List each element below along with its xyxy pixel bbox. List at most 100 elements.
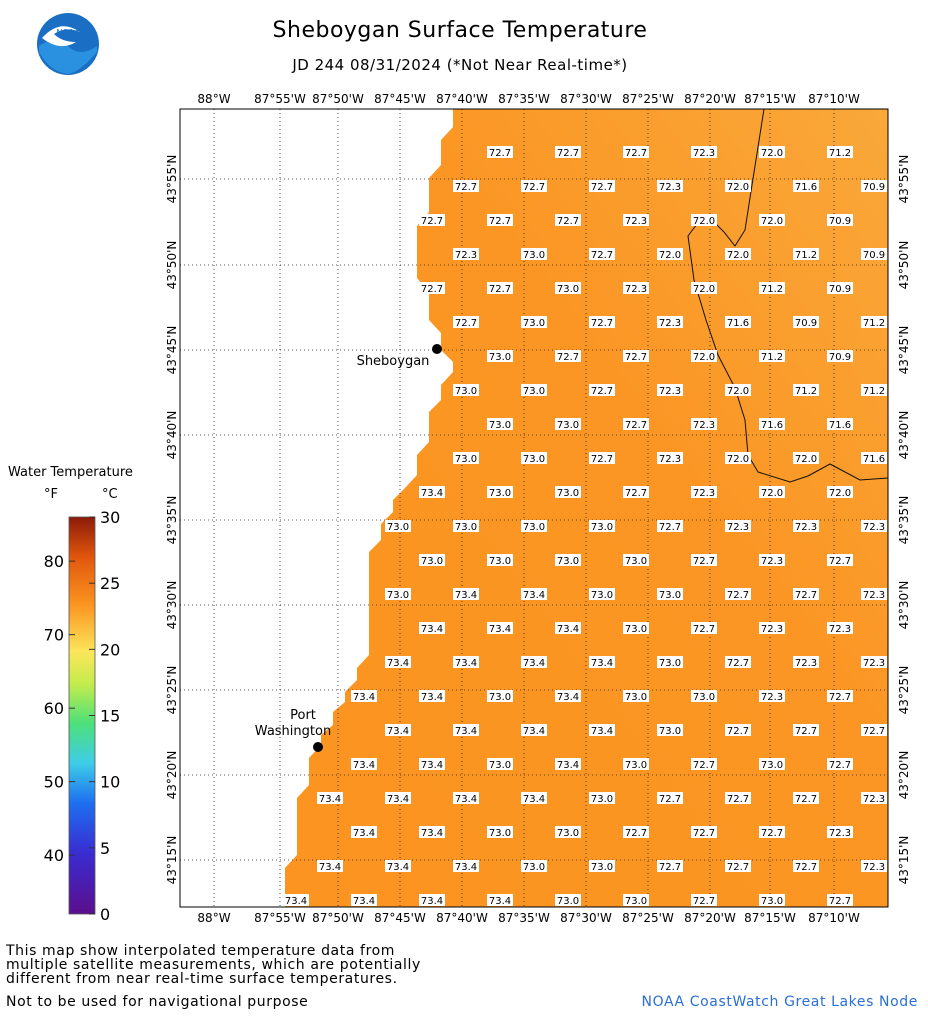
- temperature-value: 73.0: [623, 894, 649, 907]
- value-label: 72.0: [693, 216, 715, 227]
- value-label: 73.4: [353, 828, 375, 839]
- value-box: [725, 452, 751, 464]
- value-label: 72.0: [727, 182, 749, 193]
- value-box: [793, 452, 819, 464]
- value-box: [487, 554, 513, 566]
- value-box: [487, 486, 513, 498]
- value-label: 73.0: [489, 760, 511, 771]
- temperature-value: 72.7: [589, 452, 615, 465]
- value-box: [759, 758, 785, 770]
- value-box: [725, 248, 751, 260]
- temperature-value: 72.7: [725, 588, 751, 601]
- latitude-label-right: 43°25'N: [897, 666, 911, 715]
- value-label: 72.7: [523, 182, 545, 193]
- value-label: 73.4: [421, 488, 443, 499]
- temperature-value: 72.3: [623, 214, 649, 227]
- value-box: [861, 316, 887, 328]
- longitude-label-top: 87°55'W: [254, 92, 306, 106]
- value-label: 72.7: [795, 794, 817, 805]
- value-box: [861, 724, 887, 736]
- temperature-value: 72.7: [691, 554, 717, 567]
- value-box: [351, 758, 377, 770]
- value-label: 72.7: [727, 726, 749, 737]
- value-label: 72.7: [727, 862, 749, 873]
- value-label: 71.2: [761, 352, 783, 363]
- value-box: [827, 826, 853, 838]
- value-label: 72.7: [693, 624, 715, 635]
- temperature-value: 72.0: [691, 214, 717, 227]
- value-label: 73.0: [489, 420, 511, 431]
- value-box: [623, 350, 649, 362]
- value-box: [861, 860, 887, 872]
- value-box: [419, 554, 445, 566]
- value-box: [623, 214, 649, 226]
- value-box: [589, 792, 615, 804]
- value-box: [419, 894, 445, 906]
- temperature-value: 71.6: [861, 452, 887, 465]
- value-box: [555, 214, 581, 226]
- temperature-value: 72.3: [861, 520, 887, 533]
- value-box: [827, 282, 853, 294]
- value-label: 73.4: [421, 828, 443, 839]
- temperature-value: 72.0: [725, 180, 751, 193]
- value-label: 72.3: [659, 182, 681, 193]
- temperature-value: 73.0: [487, 554, 513, 567]
- value-box: [759, 894, 785, 906]
- temperature-value: 73.0: [385, 588, 411, 601]
- value-label: 73.0: [557, 828, 579, 839]
- value-box: [385, 792, 411, 804]
- temperature-value: 73.0: [521, 248, 547, 261]
- value-box: [453, 248, 479, 260]
- value-label: 72.7: [727, 658, 749, 669]
- temperature-value: 71.2: [759, 282, 785, 295]
- value-box: [589, 724, 615, 736]
- value-box: [691, 554, 717, 566]
- value-label: 73.0: [557, 284, 579, 295]
- latitude-label-right: 43°15'N: [897, 836, 911, 885]
- value-label: 72.3: [455, 250, 477, 261]
- legend-label-f: 60: [44, 699, 64, 718]
- temperature-value: 72.7: [623, 146, 649, 159]
- lake-michigan-water: [285, 109, 888, 907]
- longitude-label-bottom: 87°15'W: [744, 911, 796, 925]
- temperature-value: 72.7: [487, 214, 513, 227]
- value-label: 73.4: [455, 726, 477, 737]
- value-label: 73.0: [489, 556, 511, 567]
- value-label: 73.4: [523, 726, 545, 737]
- value-label: 73.0: [421, 556, 443, 567]
- temperature-value: 72.7: [487, 282, 513, 295]
- value-label: 73.0: [625, 624, 647, 635]
- value-label: 73.4: [523, 590, 545, 601]
- value-label: 72.7: [455, 318, 477, 329]
- value-label: 73.4: [523, 658, 545, 669]
- temperature-value: 73.0: [759, 758, 785, 771]
- temperature-value: 72.3: [453, 248, 479, 261]
- value-label: 73.4: [557, 760, 579, 771]
- value-box: [725, 384, 751, 396]
- value-label: 72.3: [727, 522, 749, 533]
- latitude-label-right: 43°35'N: [897, 496, 911, 545]
- temperature-value: 72.7: [793, 860, 819, 873]
- value-box: [555, 826, 581, 838]
- value-box: [317, 860, 343, 872]
- value-box: [793, 724, 819, 736]
- temperature-value: 72.7: [725, 724, 751, 737]
- temperature-value: 72.0: [827, 486, 853, 499]
- temperature-value: 73.0: [657, 656, 683, 669]
- temperature-value: 73.0: [453, 520, 479, 533]
- temperature-value: 72.0: [793, 452, 819, 465]
- value-box: [759, 622, 785, 634]
- temperature-value: 73.0: [487, 826, 513, 839]
- value-label: 72.7: [455, 182, 477, 193]
- temperature-value: 72.3: [827, 826, 853, 839]
- value-label: 72.0: [693, 284, 715, 295]
- value-box: [555, 894, 581, 906]
- temperature-value: 72.3: [861, 656, 887, 669]
- temperature-value: 70.9: [861, 180, 887, 193]
- value-label: 73.4: [421, 624, 443, 635]
- temperature-value: 73.4: [521, 588, 547, 601]
- value-box: [691, 622, 717, 634]
- value-box: [657, 180, 683, 192]
- value-label: 73.0: [557, 556, 579, 567]
